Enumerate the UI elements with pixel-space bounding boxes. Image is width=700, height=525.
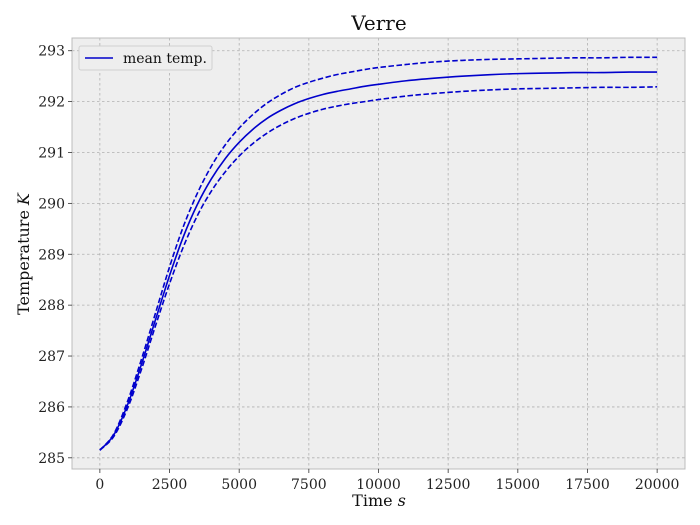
x-tick-label: 0 [95, 477, 104, 493]
x-tick-label: 7500 [291, 477, 327, 493]
x-tick-label: 2500 [152, 477, 188, 493]
y-tick-label: 289 [38, 247, 65, 263]
series-line-mean [99, 71, 658, 451]
y-tick-label: 290 [38, 196, 65, 212]
y-tick-label: 292 [38, 95, 65, 111]
chart-title: Verre [350, 11, 406, 35]
y-tick-label: 291 [38, 145, 65, 161]
y-axis-label-text: Temperature [14, 210, 33, 315]
legend-label-mean: mean temp. [123, 51, 207, 67]
x-axis-label-text: Time [352, 491, 392, 510]
series-layer [99, 56, 658, 451]
series-line-upper [99, 56, 658, 451]
legend: mean temp. [78, 45, 213, 71]
x-tick-label: 12500 [426, 477, 471, 493]
y-tick-label: 287 [38, 349, 65, 365]
y-tick-label: 285 [38, 451, 65, 467]
x-tick-label: 17500 [565, 477, 610, 493]
x-tick-label: 20000 [635, 477, 680, 493]
x-axis-label: Time s [352, 491, 406, 510]
y-tick-label: 286 [38, 400, 65, 416]
y-axis-ticks: 285 286 287 288 289 290 291 292 293 [38, 44, 72, 467]
y-axis-unit: K [14, 192, 33, 206]
legend-box [78, 45, 213, 71]
y-tick-label: 288 [38, 298, 65, 314]
x-tick-label: 5000 [221, 477, 257, 493]
series-line-lower [99, 86, 658, 451]
x-axis-unit: s [398, 491, 406, 510]
x-tick-label: 10000 [356, 477, 401, 493]
x-axis-ticks: 0 2500 5000 7500 10000 12500 15000 17500 20000 [95, 469, 679, 493]
y-tick-label: 293 [38, 44, 65, 60]
x-tick-label: 15000 [496, 477, 541, 493]
y-axis-label: Temperature K [14, 192, 33, 315]
grid-lines [72, 38, 685, 469]
